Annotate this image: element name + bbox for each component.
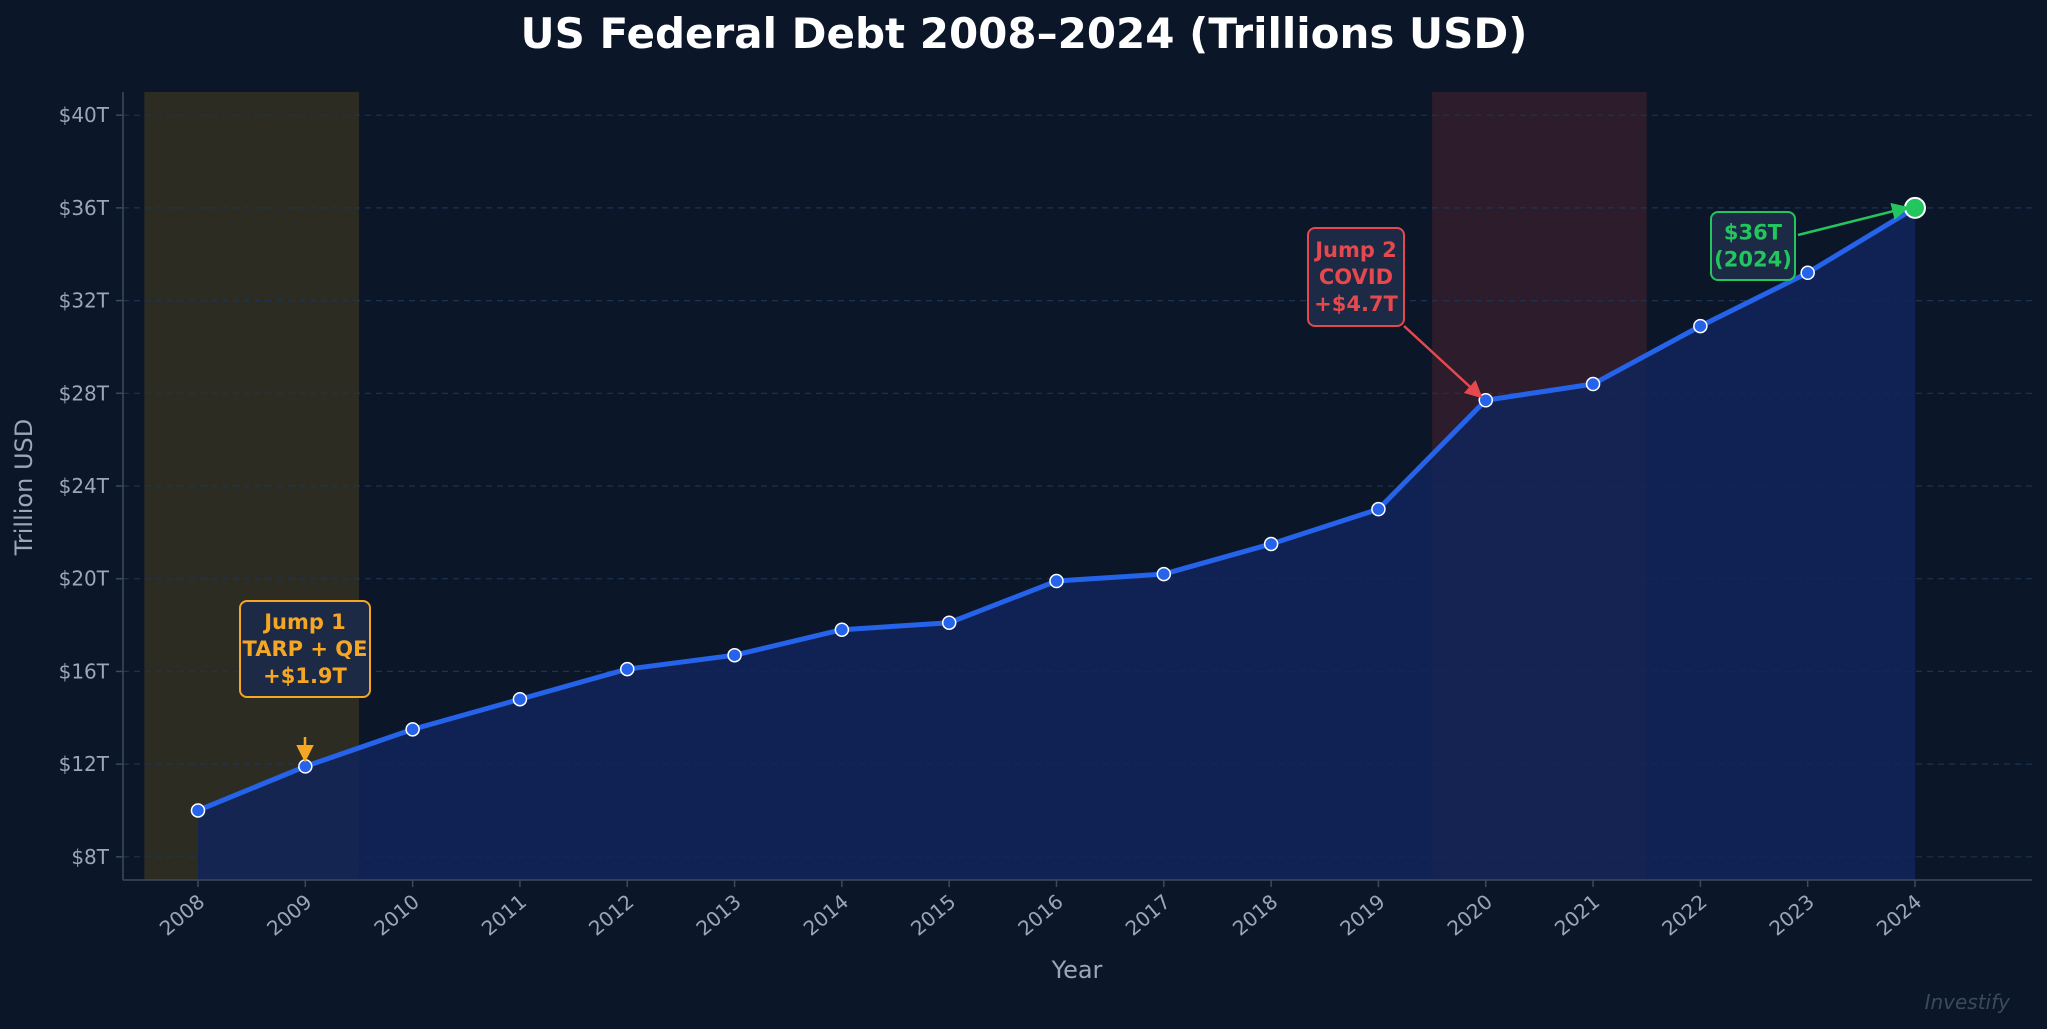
chart-title: US Federal Debt 2008–2024 (Trillions USD… <box>521 9 1528 58</box>
annotation-box-2 <box>1307 227 1405 327</box>
y-tick-label: $40T <box>59 103 110 127</box>
x-tick-label: 2015 <box>906 889 960 940</box>
y-tick-label: $28T <box>59 381 110 405</box>
data-point-2012 <box>620 661 635 677</box>
area-fill <box>198 207 1915 881</box>
x-tick-label: 2020 <box>1443 889 1497 940</box>
data-point-2020 <box>1478 392 1493 408</box>
area-under-line <box>198 207 1915 881</box>
x-tick-label: 2016 <box>1013 889 1067 940</box>
watermark: Investify <box>1925 990 2012 1014</box>
data-point-2022 <box>1693 318 1708 334</box>
x-axis-label: Year <box>1051 956 1103 984</box>
x-tick-label: 2022 <box>1657 889 1711 940</box>
y-tick-label: $8T <box>71 845 109 869</box>
annotation-text: $36T <box>1724 221 1783 245</box>
x-tick-label: 2011 <box>477 889 531 940</box>
data-point-2008 <box>190 803 206 818</box>
x-tick-label: 2021 <box>1550 889 1604 940</box>
annotation-text: +$1.9T <box>263 664 347 688</box>
annotation-text: COVID <box>1319 265 1393 289</box>
data-point-2015 <box>941 615 957 630</box>
y-axis-label: Trillion USD <box>10 419 38 556</box>
x-tick-label: 2018 <box>1228 889 1282 940</box>
y-tick-label: $20T <box>59 567 110 591</box>
x-tick-label: 2013 <box>691 889 745 940</box>
data-point-2018 <box>1263 536 1279 552</box>
y-tick-label: $24T <box>59 474 110 498</box>
x-tick-label: 2024 <box>1872 889 1926 940</box>
data-point-2013 <box>727 647 742 663</box>
annotation-arrow-3 <box>1797 202 1910 237</box>
y-tick-label: $16T <box>59 659 110 683</box>
data-point-2011 <box>512 691 528 707</box>
data-point-2017 <box>1156 566 1172 582</box>
annotation-text: +$4.7T <box>1314 292 1398 316</box>
y-tick-label: $32T <box>59 289 110 313</box>
annotation-text: Jump 2 <box>1313 238 1397 262</box>
data-point-2009 <box>298 759 313 774</box>
annotation-arrow-2 <box>1403 325 1483 399</box>
annotation-box-1 <box>239 600 371 698</box>
x-tick-label: 2008 <box>155 889 209 940</box>
data-points <box>190 196 1926 818</box>
annotation-text: Jump 1 <box>262 610 346 634</box>
x-tick-label: 2010 <box>369 889 423 940</box>
y-tick-label: $36T <box>59 196 110 220</box>
x-tick-label: 2012 <box>584 889 638 940</box>
data-point-2016 <box>1049 573 1064 589</box>
annotation-box-3 <box>1710 211 1796 281</box>
annotations: Jump 1 TARP + QE +$1.9T Jump 2 COVID +$4.7T $3… <box>239 202 1910 763</box>
x-tick-label: 2019 <box>1335 889 1389 940</box>
annotation-text: (2024) <box>1714 248 1792 272</box>
data-point-2023 <box>1800 265 1815 281</box>
data-point-2024 <box>1904 196 1926 219</box>
x-tick-label: 2023 <box>1764 889 1818 940</box>
x-tick-label: 2009 <box>262 889 316 940</box>
data-point-2019 <box>1371 501 1386 517</box>
y-tick-label: $12T <box>59 752 110 776</box>
annotation-text: TARP + QE <box>243 637 368 661</box>
data-point-2010 <box>405 722 420 737</box>
data-point-2021 <box>1585 376 1601 392</box>
data-point-2014 <box>834 622 850 637</box>
x-tick-label: 2014 <box>799 889 853 940</box>
x-tick-label: 2017 <box>1121 889 1175 940</box>
